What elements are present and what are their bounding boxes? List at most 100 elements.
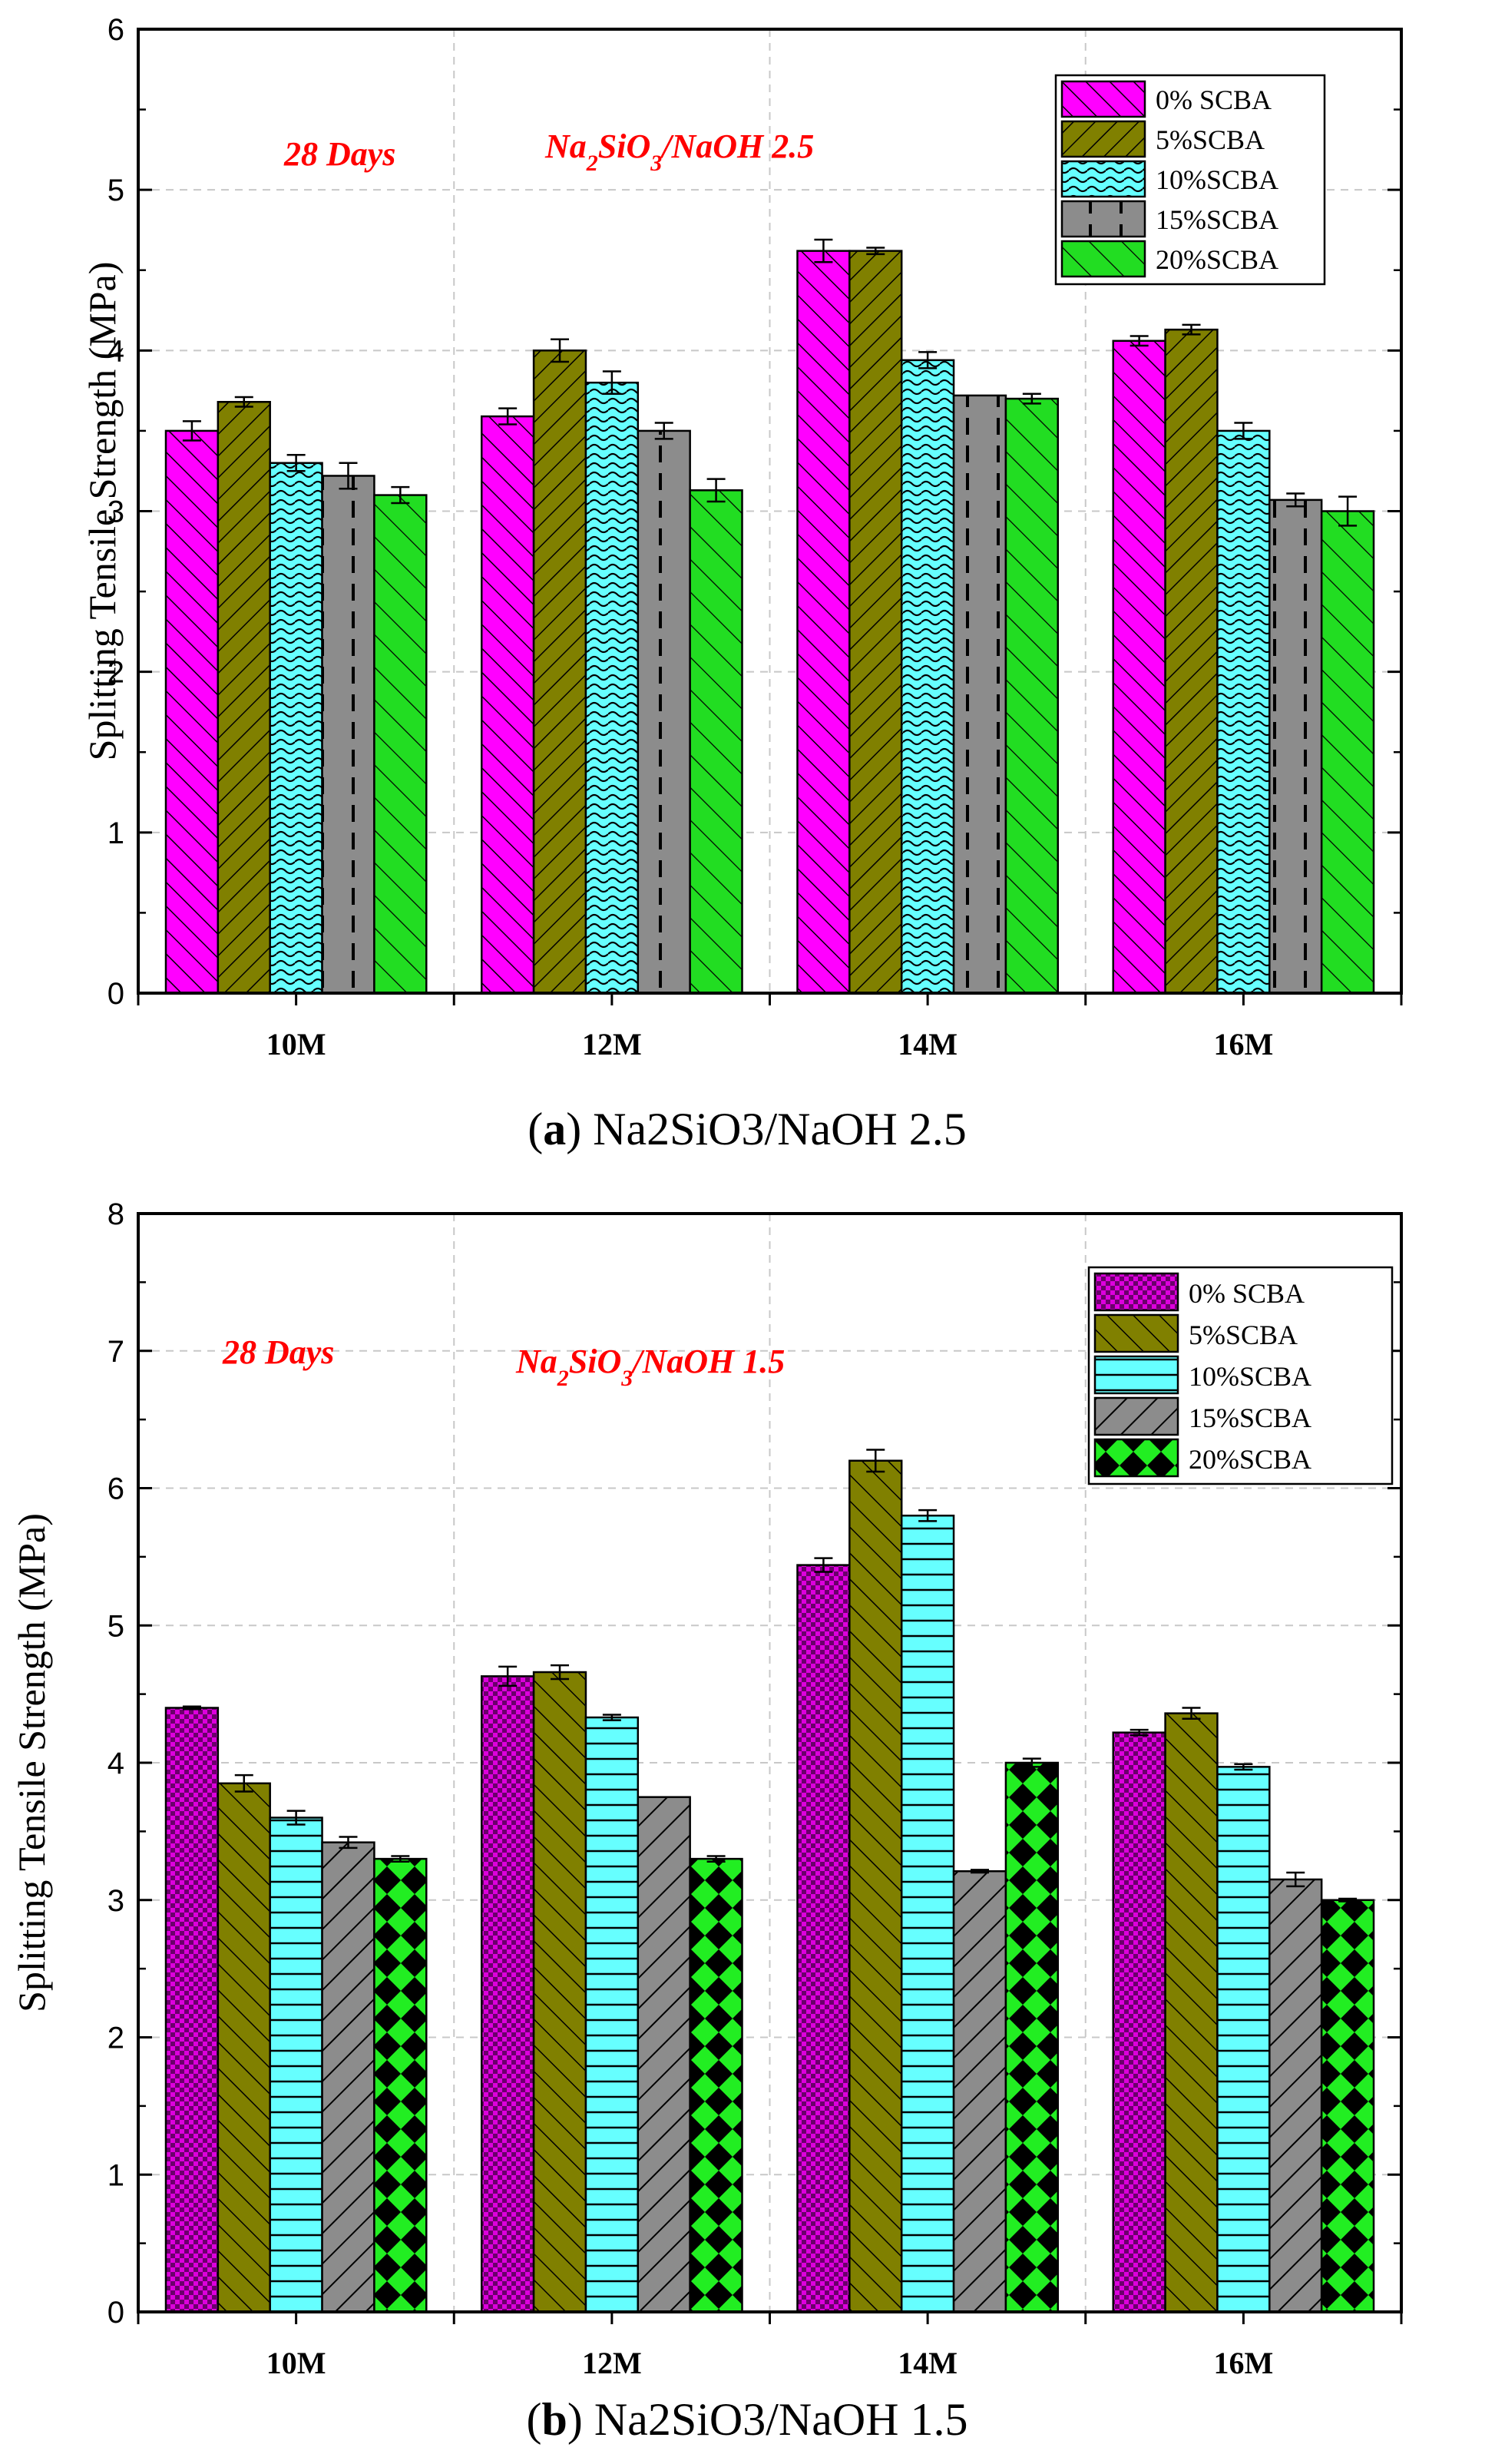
legend-swatch	[1093, 1272, 1179, 1312]
bar-0-scba-16m	[1112, 1731, 1166, 2313]
y-tick-label: 1	[107, 2158, 124, 2192]
bar-10-scba-14m	[900, 359, 955, 995]
annotation-ratio: Na2SiO3/NaOH 2.5	[544, 128, 814, 176]
bar-20-scba-16m	[1320, 510, 1375, 995]
bar-5-scba-12m	[532, 1671, 587, 2313]
figure-caption: (b) Na2SiO3/NaOH 1.5	[527, 2394, 968, 2445]
y-tick-label: 6	[107, 13, 124, 47]
legend-label: 15%SCBA	[1189, 1403, 1311, 1433]
bar-5-scba-14m	[848, 1459, 903, 2313]
legend-label: 0% SCBA	[1189, 1278, 1305, 1309]
x-category-label: 16M	[1213, 2346, 1273, 2380]
y-tick-label: 4	[107, 1747, 124, 1780]
annotation-part: /NaOH 1.5	[630, 1343, 785, 1380]
bar-0-scba-14m	[796, 250, 851, 995]
bar-20-scba-10m	[373, 1857, 428, 2313]
bar-15-scba-14m	[952, 394, 1007, 995]
legend-label: 5%SCBA	[1189, 1320, 1298, 1350]
bar-10-scba-16m	[1216, 429, 1271, 995]
chart-b: 0 1 2 3 4 5 6 7 8 10M 12M 14M 16M Splitting Tensile S…	[10, 1197, 1403, 2445]
y-tick-label: 8	[107, 1197, 124, 1231]
legend-label: 5%SCBA	[1156, 124, 1265, 155]
bar-20-scba-14m	[1004, 397, 1060, 995]
bar-20-scba-12m	[689, 489, 743, 995]
x-category-label: 10M	[266, 2346, 326, 2380]
y-tick-label: 6	[107, 1472, 124, 1506]
annotation-days: 28 Days	[222, 1333, 334, 1371]
bar-0-scba-12m	[480, 415, 535, 995]
bar-10-scba-12m	[584, 381, 640, 995]
legend-swatch	[1093, 1438, 1179, 1478]
legend-swatch	[1093, 1355, 1179, 1395]
legend-swatch	[1093, 1396, 1179, 1436]
bar-20-scba-16m	[1320, 1899, 1375, 2313]
legend-label: 10%SCBA	[1156, 164, 1278, 195]
bar-20-scba-10m	[373, 494, 428, 995]
legend-label: 20%SCBA	[1156, 244, 1278, 275]
annotation-subscript: 3	[650, 151, 662, 176]
bar-0-scba-14m	[796, 1564, 851, 2313]
y-tick-label: 7	[107, 1335, 124, 1369]
bar-10-scba-12m	[584, 1716, 640, 2313]
caption-paren: )	[566, 1104, 593, 1154]
caption-paren: (	[528, 1104, 543, 1154]
bar-5-scba-14m	[848, 250, 903, 995]
y-tick-label: 2	[107, 656, 124, 690]
y-tick-label: 3	[107, 1884, 124, 1918]
bar-10-scba-10m	[269, 462, 323, 995]
legend-swatch	[1060, 240, 1146, 278]
legend-label: 0% SCBA	[1156, 84, 1272, 115]
bar-15-scba-12m	[637, 429, 691, 995]
bar-10-scba-14m	[900, 1515, 955, 2313]
annotation-part: Na	[515, 1343, 557, 1380]
bar-15-scba-12m	[637, 1796, 691, 2313]
caption-paren: (	[527, 2394, 542, 2445]
caption-text: Na2SiO3/NaOH 2.5	[593, 1104, 967, 1154]
caption-text: Na2SiO3/NaOH 1.5	[594, 2394, 968, 2445]
legend-swatch	[1060, 200, 1146, 238]
y-axis-label: Splitting Tensile Strength (MPa)	[81, 262, 124, 761]
y-tick-label: 5	[107, 1609, 124, 1643]
legend-label: 10%SCBA	[1189, 1361, 1311, 1392]
chart-a: 0 1 2 3 4 5 6 10M 12M 14M 16M Splitting Tensile Str…	[81, 13, 1403, 1154]
annotation-ratio: Na2SiO3/NaOH 1.5	[515, 1343, 785, 1391]
caption-letter: b	[542, 2394, 567, 2445]
y-tick-label: 4	[107, 334, 124, 368]
y-tick-label: 2	[107, 2022, 124, 2055]
x-category-label: 10M	[266, 1027, 326, 1061]
annotation-subscript: 2	[557, 1366, 569, 1391]
bar-20-scba-14m	[1004, 1761, 1060, 2313]
legend-label: 15%SCBA	[1156, 204, 1278, 235]
legend-swatch	[1060, 160, 1146, 198]
bar-0-scba-10m	[164, 429, 220, 995]
bar-20-scba-12m	[689, 1857, 743, 2313]
legend-swatch	[1093, 1313, 1179, 1353]
bar-5-scba-16m	[1164, 328, 1219, 995]
legend-label: 20%SCBA	[1189, 1444, 1311, 1475]
y-tick-label: 3	[107, 495, 124, 529]
bar-15-scba-16m	[1268, 1878, 1323, 2313]
bar-15-scba-10m	[321, 475, 375, 995]
legend-swatch	[1060, 120, 1146, 158]
x-category-label: 16M	[1213, 1027, 1273, 1061]
annotation-subscript: 3	[620, 1366, 633, 1391]
bar-15-scba-14m	[952, 1870, 1007, 2313]
bar-5-scba-12m	[532, 349, 587, 995]
x-category-label: 12M	[582, 1027, 642, 1061]
bar-5-scba-10m	[217, 1782, 271, 2313]
x-category-label: 12M	[582, 2346, 642, 2380]
y-axis-label: Splitting Tensile Strength (MPa)	[10, 1513, 53, 2012]
legend-swatch	[1060, 80, 1146, 118]
bar-0-scba-16m	[1112, 339, 1166, 995]
x-category-label: 14M	[898, 2346, 958, 2380]
annotation-part: Na	[544, 128, 587, 165]
annotation-days: 28 Days	[283, 135, 395, 173]
bar-10-scba-10m	[269, 1817, 323, 2313]
bar-0-scba-10m	[164, 1707, 220, 2313]
y-tick-label: 5	[107, 174, 124, 207]
caption-letter: a	[543, 1104, 566, 1154]
bar-5-scba-16m	[1164, 1712, 1219, 2313]
annotation-part: SiO	[569, 1343, 621, 1380]
bar-10-scba-16m	[1216, 1766, 1271, 2313]
